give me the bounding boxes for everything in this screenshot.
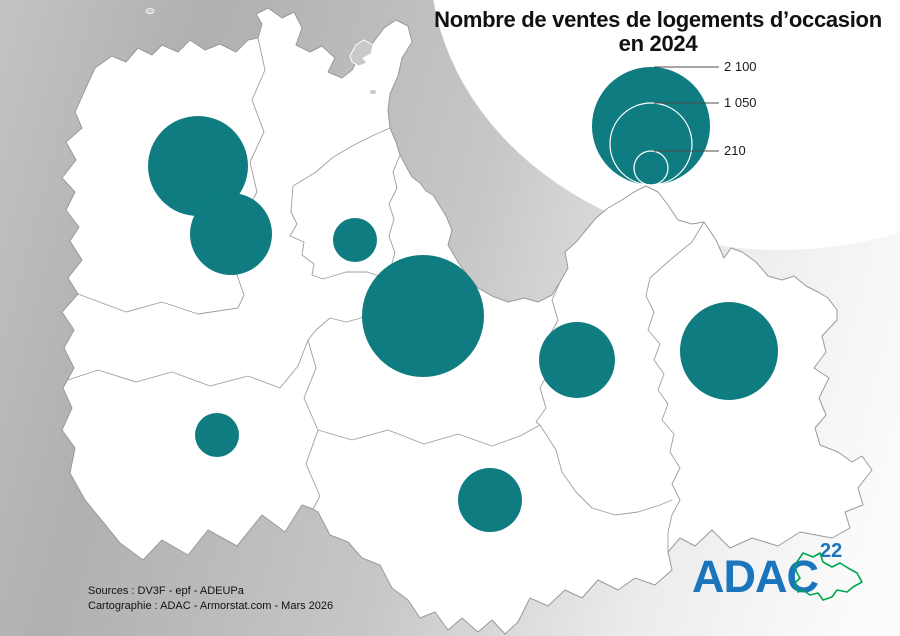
epci-boundary-guingamp-kreizbreizh: [67, 339, 309, 389]
symbol-circle-lannion-tregor: [148, 116, 248, 216]
footer: Sources : DV3F - epf - ADEUPa Cartograph…: [88, 584, 333, 614]
epci-boundary-stbrieuc-loudeac: [317, 424, 541, 447]
title-line1: Nombre de ventes de logements d’occasion: [434, 7, 882, 32]
epci-boundary-lannion-south: [77, 293, 239, 315]
cartography-line: Cartographie : ADAC - Armorstat.com - Ma…: [88, 600, 334, 612]
epci-circles: [148, 116, 778, 532]
epci-boundary-lannion-guingamp: [235, 37, 266, 309]
brehat-island: [349, 39, 374, 67]
sources-line: Sources : DV3F - epf - ADEUPa: [88, 585, 244, 597]
legend-circles: [592, 66, 719, 186]
legend-circle-0: [592, 67, 710, 185]
departement-outline-icon: [794, 552, 863, 601]
epci-boundary-lamballe-loudeac: [539, 424, 673, 516]
symbol-circle-dinan-agglomeration: [680, 302, 778, 400]
symbol-circle-loudeac-communaute: [458, 468, 522, 532]
epci-boundary-lamballe-dinan: [645, 221, 705, 552]
symbol-circle-guingamp-paimpol: [190, 193, 272, 275]
islet-small-1: [145, 8, 155, 14]
legend-label-2: 210: [724, 143, 746, 158]
islet-small-2: [369, 89, 377, 95]
title-line2: en 2024: [618, 31, 698, 56]
islands: [145, 8, 377, 95]
map-title: Nombre de ventes de logements d’occasion…: [418, 8, 898, 56]
legend-label-0: 2 100: [724, 59, 757, 74]
symbol-circle-kreiz-breizh: [195, 413, 239, 457]
legend-circle-2: [633, 150, 669, 186]
symbol-circle-leff-armor: [333, 218, 377, 262]
epci-boundary-guingamp-leff: [289, 127, 391, 280]
adac-logo: ADAC 22: [692, 540, 892, 610]
symbol-circle-lamballe-terre-mer: [539, 322, 615, 398]
logo-number: 22: [820, 540, 843, 562]
symbol-circle-saint-brieuc-armor: [362, 255, 484, 377]
legend-label-1: 1 050: [724, 95, 757, 110]
